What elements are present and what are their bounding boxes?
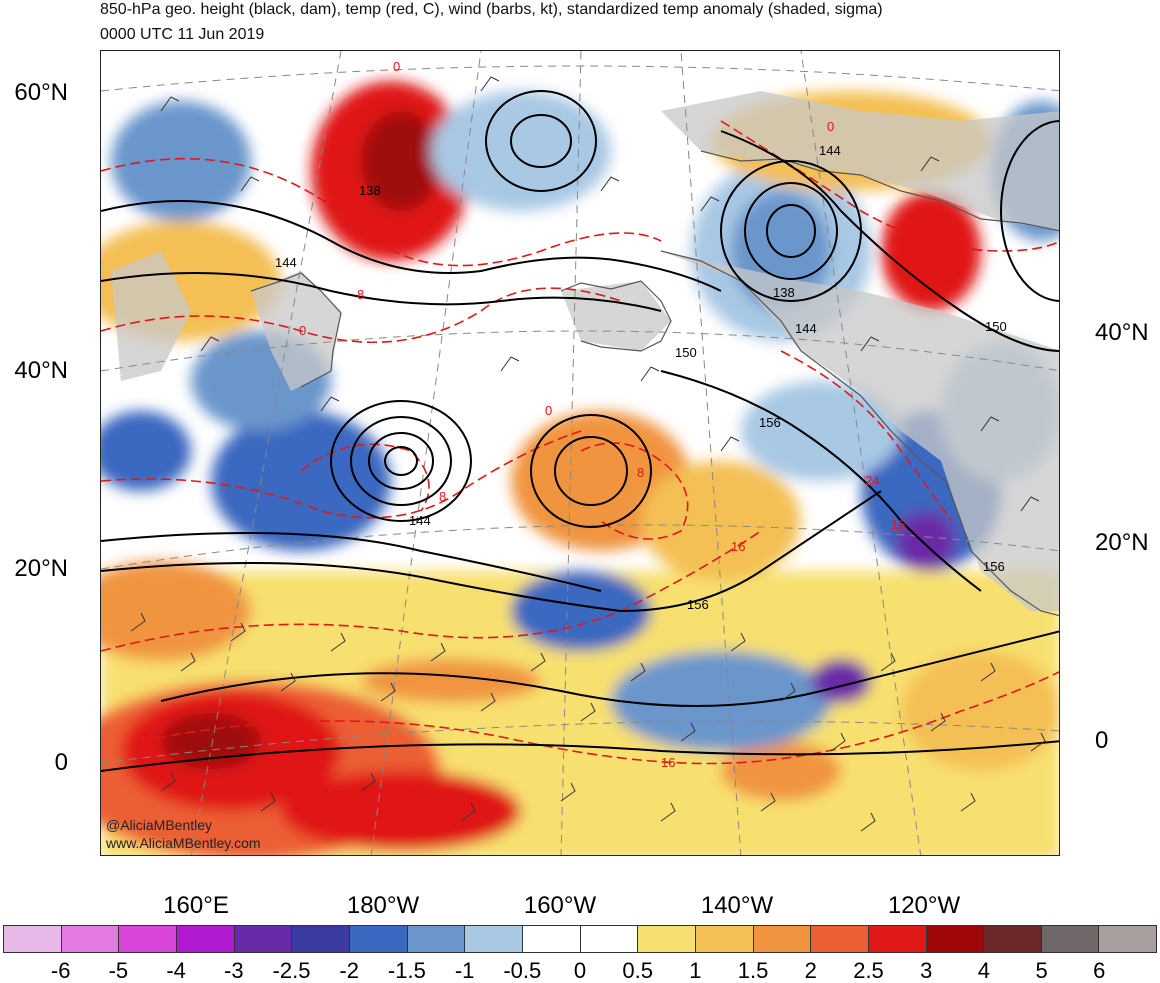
lat-label-right: 40°N: [1095, 319, 1149, 346]
colorbar-label: 5: [1035, 958, 1048, 983]
colorbar-swatch: [464, 925, 522, 953]
height-contour-labels: 138 144 144 138 144 150 150 156 144 156 …: [275, 143, 1007, 612]
svg-text:0: 0: [299, 323, 306, 338]
map-title: 850-hPa geo. height (black, dam), temp (…: [100, 1, 883, 18]
svg-text:16: 16: [731, 539, 745, 554]
svg-text:16: 16: [661, 755, 675, 770]
colorbar: [3, 925, 1158, 953]
svg-text:8: 8: [637, 465, 644, 480]
svg-text:8: 8: [357, 287, 364, 302]
colorbar-swatch: [348, 925, 407, 953]
lat-label-right: 20°N: [1095, 529, 1149, 556]
colorbar-label: -3: [224, 958, 244, 983]
colorbar-swatch: [291, 925, 349, 953]
watermark-handle: @AliciaMBentley: [106, 817, 213, 833]
height-contours: [101, 90, 1059, 772]
svg-text:0: 0: [393, 59, 400, 74]
svg-text:16: 16: [891, 517, 905, 532]
colorbar-swatch: [60, 925, 119, 953]
wind-barbs: [130, 76, 1046, 832]
colorbar-label: 0.5: [622, 958, 653, 983]
svg-text:144: 144: [819, 143, 841, 158]
colorbar-label: 0: [573, 958, 587, 983]
svg-text:144: 144: [409, 513, 431, 528]
colorbar-label: 2: [804, 958, 817, 983]
colorbar-swatch: [3, 925, 61, 953]
svg-text:8: 8: [439, 489, 446, 504]
lon-label: 140°W: [700, 892, 774, 919]
svg-text:156: 156: [687, 597, 709, 612]
svg-text:150: 150: [675, 345, 697, 360]
colorbar-swatch: [925, 925, 984, 953]
colorbar-label: -4: [166, 958, 186, 983]
map-panel: 138 144 144 138 144 150 150 156 144 156 …: [100, 50, 1060, 856]
colorbar-label: -1.5: [387, 958, 426, 983]
svg-text:144: 144: [795, 321, 817, 336]
colorbar-swatch: [752, 925, 811, 953]
colorbar-label: -2.5: [272, 958, 311, 983]
colorbar-label: 4: [977, 958, 991, 983]
colorbar-label: 3: [920, 958, 933, 983]
svg-text:24: 24: [865, 473, 879, 488]
lon-label: 180°W: [346, 892, 420, 919]
svg-text:156: 156: [759, 415, 781, 430]
lat-label-left: 40°N: [14, 357, 68, 384]
lon-label: 160°E: [163, 892, 229, 919]
colorbar-swatch: [521, 925, 580, 953]
colorbar-swatch: [233, 925, 292, 953]
colorbar-swatch: [406, 925, 465, 953]
colorbar-swatch: [1040, 925, 1099, 953]
svg-text:150: 150: [985, 319, 1007, 334]
lat-label-left: 60°N: [14, 79, 68, 106]
svg-text:8: 8: [911, 215, 918, 230]
colorbar-swatch: [694, 925, 753, 953]
colorbar-label: 1.5: [737, 958, 769, 983]
colorbar-swatch: [118, 925, 176, 953]
colorbar-label: 6: [1093, 958, 1106, 983]
valid-time: 0000 UTC 11 Jun 2019: [100, 26, 265, 43]
svg-text:138: 138: [359, 183, 381, 198]
colorbar-swatch: [810, 925, 868, 953]
colorbar-label: -6: [50, 958, 71, 983]
svg-text:144: 144: [275, 255, 297, 270]
lon-label: 120°W: [887, 892, 961, 919]
colorbar-swatch: [983, 925, 1041, 953]
svg-text:138: 138: [773, 285, 795, 300]
colorbar-label: -1: [454, 958, 475, 983]
map-canvas: 138 144 144 138 144 150 150 156 144 156 …: [101, 51, 1059, 855]
lon-label: 160°W: [523, 892, 597, 919]
colorbar-swatch: [579, 925, 638, 953]
svg-text:156: 156: [983, 559, 1005, 574]
colorbar-swatch: [1098, 925, 1158, 953]
svg-text:0: 0: [827, 119, 834, 134]
colorbar-label: 1: [689, 958, 702, 983]
lat-label-right: 0: [1095, 727, 1109, 754]
colorbar-swatch: [867, 925, 926, 953]
colorbar-label: -5: [108, 958, 129, 983]
colorbar-swatch: [637, 925, 695, 953]
watermark-url: www.AliciaMBentley.com: [106, 835, 261, 851]
colorbar-label: 2.5: [853, 958, 884, 983]
temp-contour-labels: 0 8 0 8 8 16 24 16 16 0 0 8: [299, 59, 918, 770]
lat-label-left: 0: [54, 749, 68, 776]
colorbar-label: -0.5: [503, 958, 542, 983]
lat-label-left: 20°N: [14, 555, 68, 582]
colorbar-swatch: [175, 925, 234, 953]
svg-text:0: 0: [545, 403, 552, 418]
colorbar-label: -2: [339, 958, 359, 983]
